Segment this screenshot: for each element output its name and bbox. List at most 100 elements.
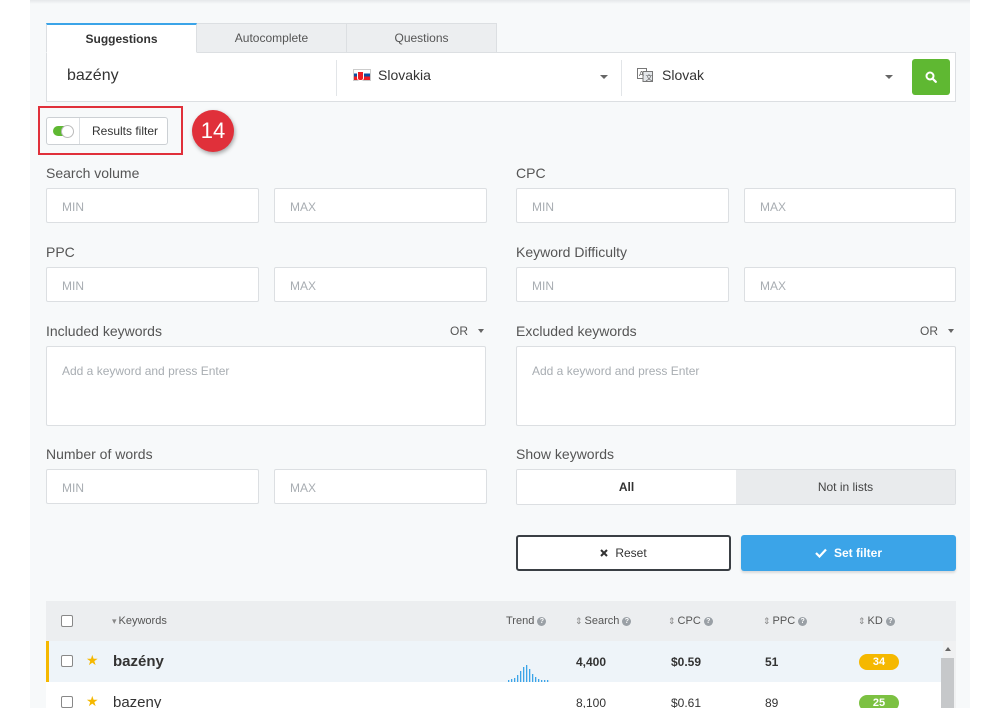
select-all-checkbox[interactable] <box>61 615 73 627</box>
included-keywords-label: Included keywords <box>46 323 162 339</box>
ppc-max-input[interactable]: MAX <box>274 267 487 302</box>
words-min-input[interactable]: MIN <box>46 469 259 504</box>
search-cell: 8,100 <box>576 696 607 708</box>
tab-questions[interactable]: Questions <box>346 23 497 53</box>
chevron-down-icon[interactable] <box>600 75 608 79</box>
keywords-header-label: Keywords <box>118 615 167 627</box>
close-icon <box>600 549 609 557</box>
search-button[interactable] <box>912 59 950 95</box>
set-filter-label: Set filter <box>833 546 882 560</box>
included-operator-select[interactable]: OR <box>450 324 484 338</box>
operator-label: OR <box>450 324 468 338</box>
search-volume-label: Search volume <box>46 165 140 181</box>
kd-badge: 34 <box>859 654 899 670</box>
sort-icon: ⇕ <box>763 615 771 626</box>
sort-down-icon: ▾ <box>112 615 117 626</box>
question-icon[interactable]: ? <box>798 616 808 626</box>
divider <box>336 60 337 96</box>
toggle-switch[interactable] <box>53 125 74 138</box>
cpc-cell: $0.61 <box>671 696 702 708</box>
table-row[interactable]: ★ bazeny 8,100 $0.61 89 25 <box>46 682 943 708</box>
location-label: Slovakia <box>378 67 431 83</box>
excluded-operator-select[interactable]: OR <box>920 324 954 338</box>
trend-header-label: Trend <box>506 615 535 627</box>
ppc-cell: 51 <box>765 655 779 669</box>
cpc-max-input[interactable]: MAX <box>744 188 956 223</box>
results-filter-toggle[interactable]: Results filter <box>46 117 168 145</box>
ppc-min-input[interactable]: MIN <box>46 267 259 302</box>
search-bar: bazény Slovakia A 文 Slovak <box>46 52 956 102</box>
chevron-down-icon[interactable] <box>885 75 893 79</box>
translate-icon: A 文 <box>637 68 653 82</box>
keyword-cell[interactable]: bazeny <box>113 694 162 708</box>
show-keywords-segmented: All Not in lists <box>516 469 956 505</box>
keyword-input[interactable]: bazény <box>67 67 119 84</box>
ppc-column-header[interactable]: ⇕ PPC? <box>763 615 808 627</box>
sort-icon: ⇕ <box>858 615 866 626</box>
words-max-input[interactable]: MAX <box>274 469 487 504</box>
sort-icon: ⇕ <box>668 615 676 626</box>
operator-label: OR <box>920 324 938 338</box>
search-volume-max-input[interactable]: MAX <box>274 188 487 223</box>
search-icon <box>925 71 937 83</box>
scroll-up-icon[interactable] <box>945 647 951 651</box>
cpc-cell: $0.59 <box>671 655 702 669</box>
reset-label: Reset <box>615 546 647 560</box>
tab-autocomplete[interactable]: Autocomplete <box>196 23 347 53</box>
kd-badge: 25 <box>859 695 899 708</box>
excluded-keywords-label: Excluded keywords <box>516 323 637 339</box>
row-checkbox[interactable] <box>61 655 73 667</box>
location-select[interactable]: Slovakia <box>353 67 431 83</box>
search-volume-min-input[interactable]: MIN <box>46 188 259 223</box>
sort-icon: ⇕ <box>575 615 583 626</box>
language-select[interactable]: A 文 Slovak <box>637 67 704 83</box>
cpc-min-input[interactable]: MIN <box>516 188 729 223</box>
show-keywords-label: Show keywords <box>516 446 615 462</box>
search-column-header[interactable]: ⇕ Search? <box>575 615 632 627</box>
ppc-cell: 89 <box>765 696 779 708</box>
trend-sparkline <box>508 665 549 682</box>
chevron-down-icon <box>948 329 954 333</box>
svg-text:文: 文 <box>646 73 653 82</box>
question-icon[interactable]: ? <box>622 616 632 626</box>
show-not-in-lists-option[interactable]: Not in lists <box>736 470 955 504</box>
kd-header-label: KD <box>867 615 883 627</box>
included-keywords-input[interactable]: Add a keyword and press Enter <box>46 346 486 426</box>
reset-button[interactable]: Reset <box>516 535 731 571</box>
question-icon[interactable]: ? <box>537 616 547 626</box>
trend-column-header: Trend? <box>506 615 547 627</box>
annotation-badge: 14 <box>192 110 234 152</box>
kd-min-input[interactable]: MIN <box>516 267 729 302</box>
search-header-label: Search <box>584 615 620 627</box>
results-table-header: ▾ Keywords Trend? ⇕ Search? ⇕ CPC? ⇕ PPC? ⇕ K… <box>46 601 956 641</box>
star-icon[interactable]: ★ <box>86 693 99 708</box>
ppc-label: PPC <box>46 244 75 260</box>
excluded-keywords-input[interactable]: Add a keyword and press Enter <box>516 346 956 426</box>
cpc-header-label: CPC <box>677 615 701 627</box>
show-all-option[interactable]: All <box>517 470 736 504</box>
cpc-label: CPC <box>516 165 546 181</box>
star-icon[interactable]: ★ <box>86 652 99 668</box>
keyword-cell[interactable]: bazény <box>113 653 164 670</box>
question-icon[interactable]: ? <box>885 616 895 626</box>
kd-column-header[interactable]: ⇕ KD? <box>858 615 895 627</box>
scrollbar-thumb[interactable] <box>941 658 954 708</box>
ppc-header-label: PPC <box>772 615 796 627</box>
row-checkbox[interactable] <box>61 696 73 708</box>
cpc-column-header[interactable]: ⇕ CPC? <box>668 615 713 627</box>
table-row[interactable]: ★ bazény 4,400 $0.59 51 34 <box>46 641 943 682</box>
keywords-column-header[interactable]: ▾ Keywords <box>112 615 167 627</box>
set-filter-button[interactable]: Set filter <box>741 535 956 571</box>
kd-label: Keyword Difficulty <box>516 244 628 260</box>
language-label: Slovak <box>662 67 705 83</box>
divider <box>621 60 622 96</box>
question-icon[interactable]: ? <box>703 616 713 626</box>
top-shadow <box>30 0 970 4</box>
svg-text:A: A <box>639 70 644 78</box>
chevron-down-icon <box>478 329 484 333</box>
annotation-highlight-box <box>38 106 183 155</box>
search-cell: 4,400 <box>576 655 607 669</box>
kd-max-input[interactable]: MAX <box>744 267 956 302</box>
tab-suggestions[interactable]: Suggestions <box>46 23 197 53</box>
tab-bar: Suggestions Autocomplete Questions <box>46 23 497 53</box>
